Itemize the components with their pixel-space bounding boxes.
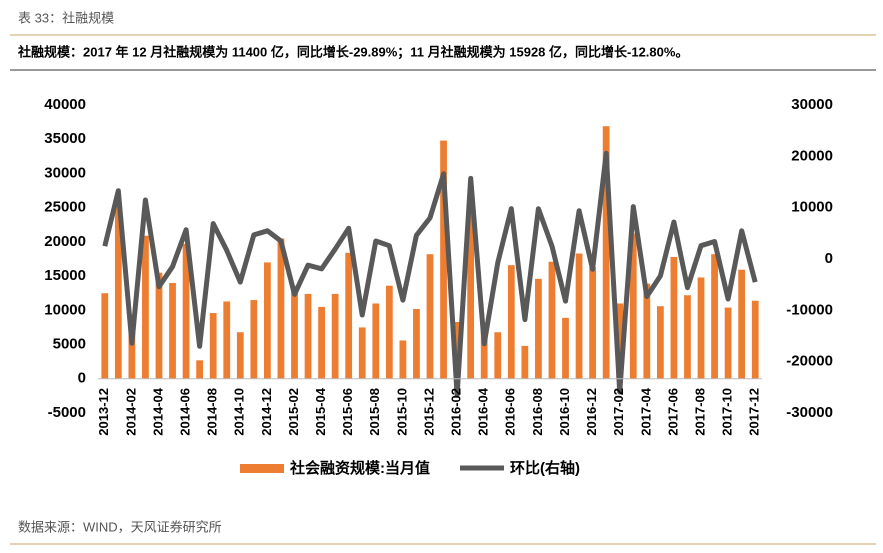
bar xyxy=(277,238,285,379)
bar xyxy=(684,295,691,379)
x-tick-label: 2014-12 xyxy=(259,388,274,436)
bar xyxy=(521,345,529,379)
y-tick-label: 15000 xyxy=(44,267,86,284)
x-tick-label: 2014-06 xyxy=(178,388,193,436)
bar xyxy=(480,327,488,379)
y-tick-label: 25000 xyxy=(44,199,86,216)
y2-tick-label: 20000 xyxy=(791,147,833,164)
x-tick-label: 2014-08 xyxy=(205,388,220,436)
bar xyxy=(602,126,610,379)
bar xyxy=(589,267,596,379)
bar xyxy=(399,340,407,379)
bar xyxy=(236,332,244,379)
bar xyxy=(413,308,420,379)
x-tick-label: 2015-10 xyxy=(394,388,409,436)
bar xyxy=(453,321,461,379)
legend-label: 社会融资规模:当月值 xyxy=(289,459,430,477)
header-title: 表 33：社融规模 xyxy=(18,10,114,25)
y-tick-label: 35000 xyxy=(44,130,86,147)
bar xyxy=(196,360,204,379)
bar xyxy=(169,282,176,379)
line xyxy=(102,150,758,398)
x-tick-label: 2016-04 xyxy=(476,387,491,435)
x-tick-label: 2017-02 xyxy=(611,388,626,436)
bar xyxy=(724,307,732,379)
x-tick-label: 2014-02 xyxy=(123,388,138,436)
x-tick-label: 2017-10 xyxy=(720,388,735,436)
x-tick-label: 2015-06 xyxy=(340,388,355,436)
y-tick-label: 20000 xyxy=(44,233,86,250)
bar xyxy=(358,327,366,379)
x-tick-label: 2016-06 xyxy=(503,388,518,436)
bar xyxy=(291,285,298,379)
y2-tick-label: -30000 xyxy=(786,404,833,421)
legend-swatch xyxy=(240,464,284,473)
bar xyxy=(535,278,542,379)
x-tick-label: 2013-12 xyxy=(96,388,111,436)
source-note: 数据来源：WIND，天风证券研究所 xyxy=(18,519,222,534)
bar xyxy=(209,313,217,379)
x-tick-label: 2014-10 xyxy=(232,388,247,436)
bar xyxy=(182,243,190,379)
bar xyxy=(575,253,583,379)
legend-label: 环比(右轴) xyxy=(510,459,580,477)
y-tick-label: -5000 xyxy=(48,404,86,421)
y2-tick-label: -20000 xyxy=(786,353,833,370)
bar xyxy=(711,254,718,379)
bar xyxy=(142,235,149,379)
y-tick-label: 30000 xyxy=(44,164,86,181)
bar xyxy=(467,214,475,379)
bar xyxy=(670,256,678,379)
y-tick-label: 10000 xyxy=(44,301,86,318)
x-tick-label: 2017-08 xyxy=(692,388,707,436)
bar xyxy=(101,293,109,379)
bar xyxy=(697,277,705,379)
bar xyxy=(318,306,325,379)
bar xyxy=(385,285,393,379)
x-tick-label: 2017-04 xyxy=(638,387,653,435)
bar xyxy=(345,252,353,379)
y2-tick-label: 0 xyxy=(825,250,833,267)
y2-tick-label: 10000 xyxy=(791,199,833,216)
x-tick-label: 2014-04 xyxy=(150,387,165,435)
bar xyxy=(372,303,380,379)
bar xyxy=(250,300,258,379)
x-tick-label: 2017-12 xyxy=(747,388,762,436)
x-tick-label: 2016-08 xyxy=(530,388,545,436)
subtitle: 社融规模：2017 年 12 月社融规模为 11400 亿，同比增长-29.89… xyxy=(17,44,688,60)
bar xyxy=(494,332,502,379)
bar xyxy=(616,303,624,379)
bar xyxy=(426,254,434,379)
x-tick-label: 2016-12 xyxy=(584,388,599,436)
y2-tick-label: 30000 xyxy=(791,96,833,113)
bar xyxy=(562,317,569,379)
bar xyxy=(548,261,556,379)
bar xyxy=(751,300,759,379)
y2-tick-label: -10000 xyxy=(786,301,833,318)
bar xyxy=(656,306,664,379)
x-tick-label: 2017-06 xyxy=(665,388,680,436)
bar xyxy=(114,202,122,379)
bar xyxy=(643,283,651,379)
bar xyxy=(738,269,746,379)
bar xyxy=(128,314,136,379)
bar xyxy=(223,301,231,379)
x-tick-label: 2016-02 xyxy=(449,388,464,436)
bar xyxy=(440,140,447,379)
bar xyxy=(629,233,637,379)
bar xyxy=(331,293,339,379)
x-tick-label: 2015-04 xyxy=(313,387,328,435)
y-tick-label: 5000 xyxy=(53,336,86,353)
x-tick-label: 2016-10 xyxy=(557,388,572,436)
bar xyxy=(264,262,271,379)
y-tick-label: 40000 xyxy=(44,96,86,113)
x-tick-label: 2015-08 xyxy=(367,388,382,436)
bar xyxy=(304,293,312,379)
y-tick-label: 0 xyxy=(78,370,86,387)
bar xyxy=(507,265,515,379)
bar xyxy=(155,272,163,379)
x-tick-label: 2015-12 xyxy=(421,388,436,436)
x-tick-label: 2015-02 xyxy=(286,388,301,436)
